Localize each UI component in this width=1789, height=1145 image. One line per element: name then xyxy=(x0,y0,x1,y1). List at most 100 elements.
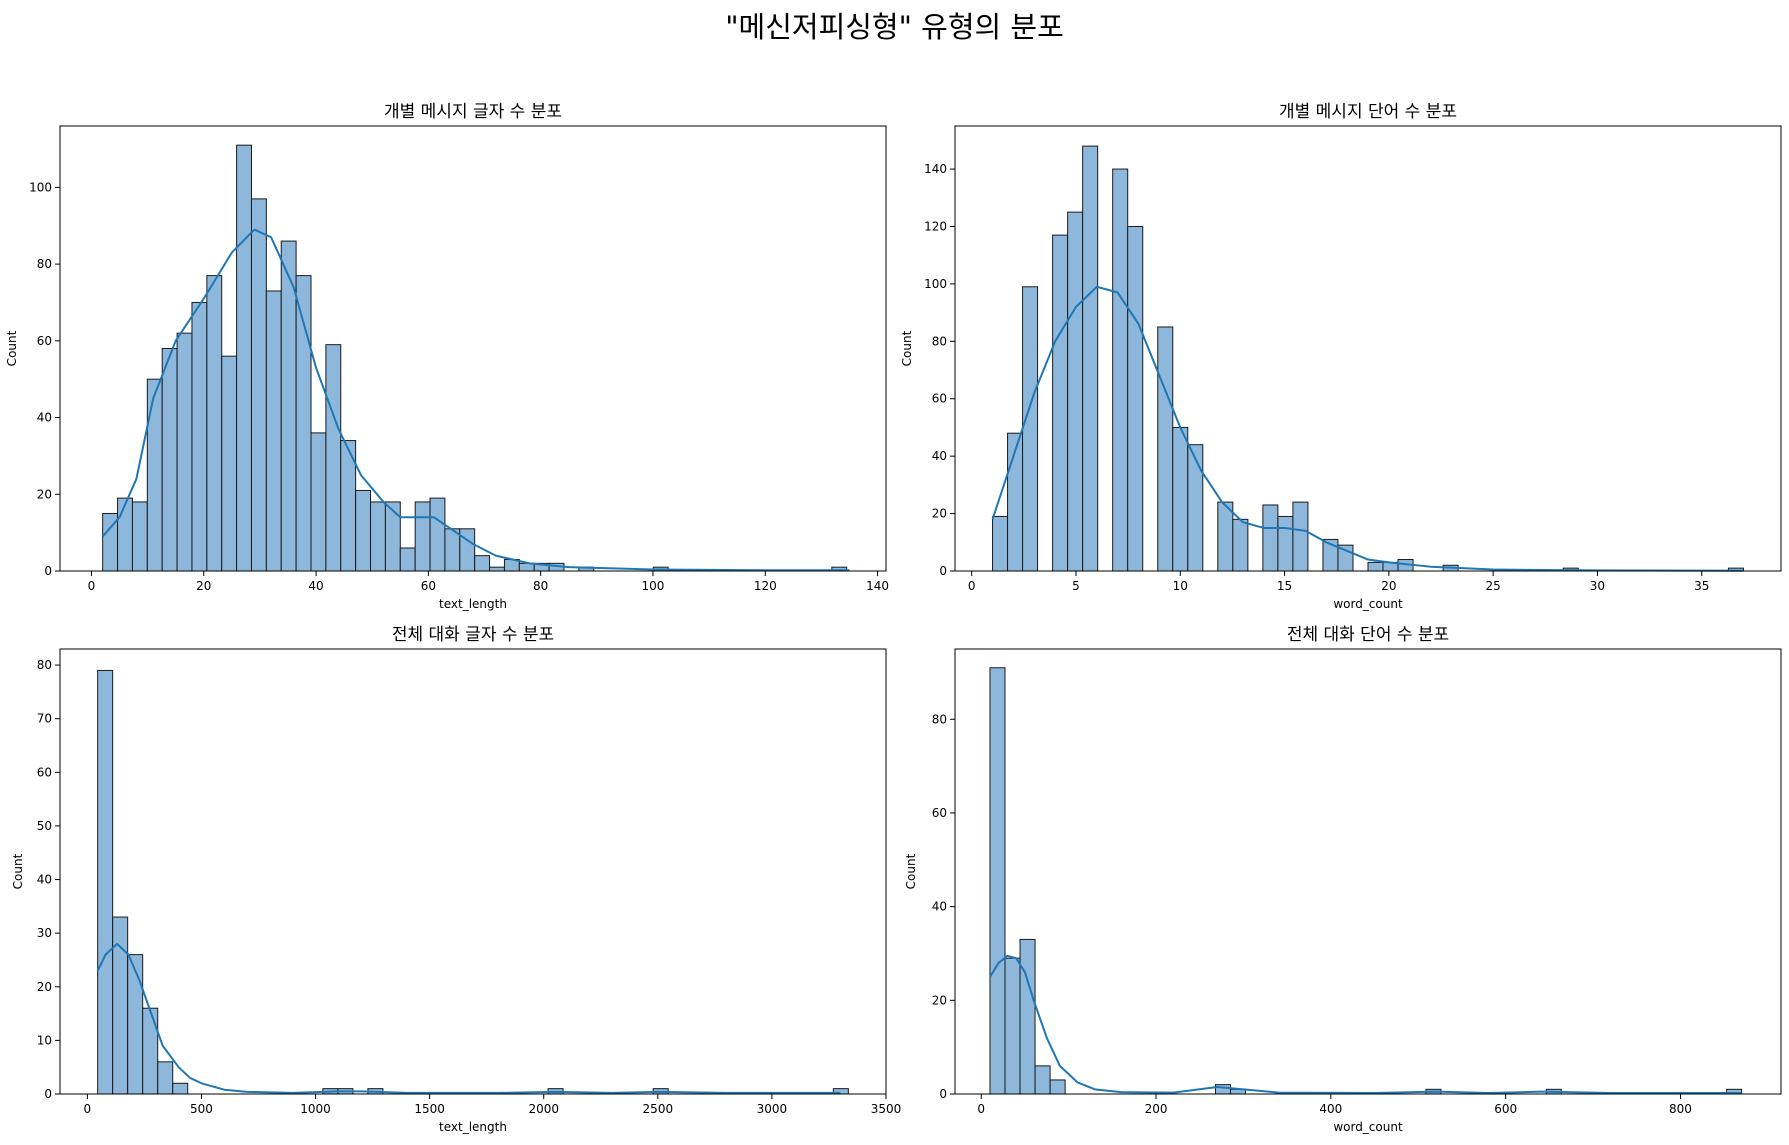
histogram-bar xyxy=(113,917,128,1094)
histogram-bar xyxy=(430,498,445,571)
y-tick-label: 100 xyxy=(29,180,52,194)
histogram-bar xyxy=(237,145,252,571)
panel-title: 전체 대화 글자 수 분포 xyxy=(392,625,554,645)
y-tick-label: 20 xyxy=(37,980,52,994)
x-tick-label: 800 xyxy=(1669,1102,1692,1116)
x-tick-label: 20 xyxy=(1381,579,1396,593)
kde-curve xyxy=(990,956,1742,1093)
axes-frame xyxy=(60,649,886,1094)
x-axis-label: word_count xyxy=(1333,1120,1403,1134)
x-tick-label: 400 xyxy=(1319,1102,1342,1116)
y-tick-label: 80 xyxy=(37,257,52,271)
histogram-bar xyxy=(490,567,505,571)
panel-char-count-per-conversation: 0 500 1000 1500 2000 2500 3000 3500 0 10 20 30 40 50 6… xyxy=(11,625,901,1134)
y-tick-label: 60 xyxy=(37,334,52,348)
histogram-bar xyxy=(266,291,281,571)
histogram-bar xyxy=(371,502,386,571)
histogram-bar xyxy=(251,199,266,571)
y-tick-label: 20 xyxy=(932,993,947,1007)
histogram-bar xyxy=(993,516,1008,571)
x-tick-label: 140 xyxy=(866,579,889,593)
x-tick-label: 40 xyxy=(308,579,323,593)
y-tick-label: 40 xyxy=(932,449,947,463)
y-tick-label: 80 xyxy=(932,712,947,726)
histogram-bar xyxy=(1050,1080,1065,1094)
x-tick-label: 2000 xyxy=(528,1102,559,1116)
y-tick-label: 100 xyxy=(924,277,947,291)
y-tick-label: 50 xyxy=(37,819,52,833)
y-tick-label: 40 xyxy=(37,411,52,425)
y-tick-label: 60 xyxy=(932,392,947,406)
histogram-bar xyxy=(207,276,222,571)
panel-title: 개별 메시지 단어 수 분포 xyxy=(1279,102,1457,122)
kde-curve xyxy=(98,944,841,1093)
histogram-bar xyxy=(1128,226,1143,571)
panel-title: 전체 대화 단어 수 분포 xyxy=(1287,625,1449,645)
y-tick-label: 70 xyxy=(37,712,52,726)
histogram-bar xyxy=(222,356,237,571)
histogram-bar xyxy=(132,502,147,571)
x-axis-label: word_count xyxy=(1333,597,1403,611)
histogram-bar xyxy=(385,502,400,571)
y-tick-label: 20 xyxy=(37,487,52,501)
x-tick-label: 10 xyxy=(1173,579,1188,593)
histogram-bar xyxy=(1005,958,1020,1094)
y-axis-label: Count xyxy=(5,330,19,366)
x-tick-label: 5 xyxy=(1072,579,1080,593)
x-tick-label: 35 xyxy=(1694,579,1709,593)
y-tick-label: 140 xyxy=(924,162,947,176)
y-tick-label: 10 xyxy=(37,1033,52,1047)
y-axis-label: Count xyxy=(11,853,25,889)
histogram-bar xyxy=(990,668,1005,1094)
x-tick-label: 30 xyxy=(1590,579,1605,593)
x-tick-label: 20 xyxy=(196,579,211,593)
histogram-bar xyxy=(192,302,207,571)
panel-title: 개별 메시지 글자 수 분포 xyxy=(384,102,562,122)
histogram-bar xyxy=(1293,502,1308,571)
histogram-bar xyxy=(177,333,192,571)
y-axis-label: Count xyxy=(904,853,918,889)
y-tick-label: 40 xyxy=(932,900,947,914)
histogram-bar xyxy=(1188,445,1203,571)
y-tick-label: 0 xyxy=(939,1087,947,1101)
histogram-bar xyxy=(1368,562,1383,571)
histogram-bar xyxy=(460,529,475,571)
histogram-bar xyxy=(162,349,177,572)
histogram-bar xyxy=(1035,1066,1050,1094)
y-tick-label: 80 xyxy=(37,658,52,672)
histogram-bar xyxy=(158,1062,173,1094)
x-tick-label: 3000 xyxy=(757,1102,788,1116)
y-tick-label: 120 xyxy=(924,219,947,233)
histogram-bar xyxy=(128,955,143,1094)
x-tick-label: 1500 xyxy=(414,1102,445,1116)
histogram-bar xyxy=(143,1008,158,1094)
x-tick-label: 600 xyxy=(1494,1102,1517,1116)
histogram-bar xyxy=(147,379,162,571)
histogram-bar xyxy=(1278,516,1293,571)
x-tick-label: 120 xyxy=(754,579,777,593)
axes-frame xyxy=(955,649,1781,1094)
histogram-bar xyxy=(1158,327,1173,571)
y-tick-label: 40 xyxy=(37,873,52,887)
x-tick-label: 0 xyxy=(84,1102,92,1116)
y-tick-label: 0 xyxy=(939,564,947,578)
y-tick-label: 80 xyxy=(932,334,947,348)
x-tick-label: 0 xyxy=(88,579,96,593)
x-tick-label: 200 xyxy=(1145,1102,1168,1116)
x-tick-label: 100 xyxy=(642,579,665,593)
histogram-bar xyxy=(400,548,415,571)
histogram-bar xyxy=(1263,505,1278,571)
histogram-bar xyxy=(1053,235,1068,571)
x-tick-label: 0 xyxy=(977,1102,985,1116)
y-tick-label: 60 xyxy=(932,806,947,820)
x-tick-label: 3500 xyxy=(871,1102,902,1116)
histogram-bar xyxy=(173,1083,188,1094)
x-tick-label: 500 xyxy=(190,1102,213,1116)
x-tick-label: 0 xyxy=(968,579,976,593)
x-tick-label: 2500 xyxy=(643,1102,674,1116)
histogram-bar xyxy=(1113,169,1128,571)
y-tick-label: 0 xyxy=(44,1087,52,1101)
x-axis-label: text_length xyxy=(439,1120,507,1134)
histogram-bar xyxy=(475,556,490,571)
histogram-bar xyxy=(415,502,430,571)
